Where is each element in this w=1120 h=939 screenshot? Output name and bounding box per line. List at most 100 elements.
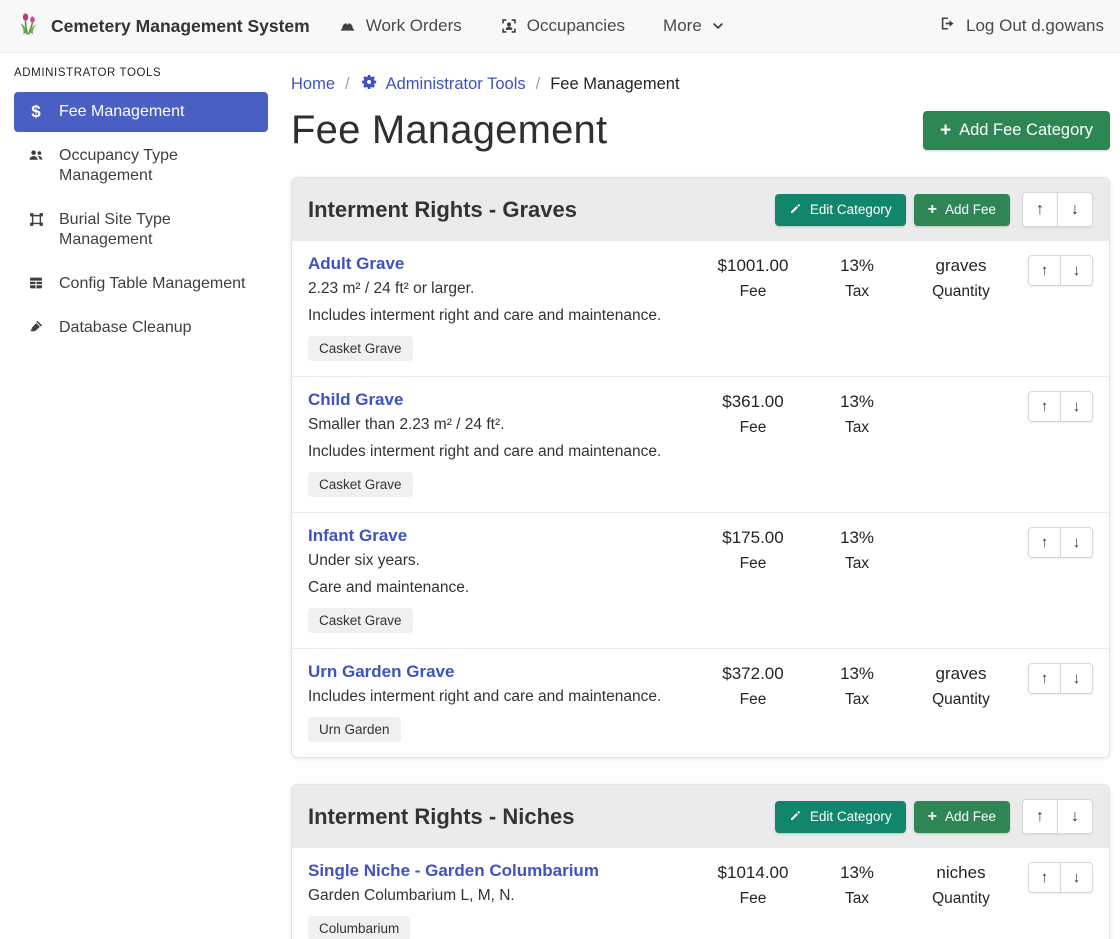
fee-amount-label: Fee bbox=[699, 555, 807, 573]
add-fee-category-button[interactable]: + Add Fee Category bbox=[923, 111, 1110, 150]
add-fee-label: Add Fee bbox=[945, 202, 996, 217]
hard-hat-icon bbox=[338, 18, 357, 35]
fee-type-badge: Casket Grave bbox=[308, 472, 413, 497]
pencil-icon bbox=[789, 202, 802, 218]
breadcrumb-separator: / bbox=[345, 75, 350, 94]
fee-tax: 13% bbox=[807, 863, 907, 883]
fee-amount: $1001.00 bbox=[699, 256, 807, 276]
sidebar-item-label: Database Cleanup bbox=[59, 318, 192, 338]
move-category-down-button[interactable]: ↓ bbox=[1057, 799, 1093, 834]
edit-category-label: Edit Category bbox=[810, 202, 892, 217]
fee-row: Infant Grave Under six years. Care and m… bbox=[292, 513, 1109, 649]
fee-row: Child Grave Smaller than 2.23 m² / 24 ft… bbox=[292, 377, 1109, 513]
pencil-icon bbox=[789, 809, 802, 825]
users-icon bbox=[26, 147, 46, 164]
category-reorder-group: ↑ ↓ bbox=[1022, 799, 1093, 834]
category-header: Interment Rights - Niches Edit Category … bbox=[292, 785, 1109, 848]
category-card-niches: Interment Rights - Niches Edit Category … bbox=[291, 784, 1110, 939]
move-fee-up-button[interactable]: ↑ bbox=[1028, 255, 1061, 286]
move-fee-up-button[interactable]: ↑ bbox=[1028, 663, 1061, 694]
fee-subtitle: 2.23 m² / 24 ft² or larger. bbox=[308, 280, 699, 298]
fee-quantity: niches bbox=[907, 863, 1015, 883]
breadcrumb-admin-tools-label: Administrator Tools bbox=[386, 75, 526, 94]
fee-tax: 13% bbox=[807, 256, 907, 276]
edit-category-button[interactable]: Edit Category bbox=[775, 801, 906, 833]
fee-amount-col: $1001.00 Fee bbox=[699, 254, 807, 301]
chevron-down-icon bbox=[711, 20, 725, 32]
fee-amount-col: $175.00 Fee bbox=[699, 526, 807, 573]
fee-reorder-group: ↑ ↓ bbox=[1019, 254, 1093, 286]
fee-type-badge: Casket Grave bbox=[308, 336, 413, 361]
move-category-up-button[interactable]: ↑ bbox=[1022, 192, 1058, 227]
fee-name-link[interactable]: Single Niche - Garden Columbarium bbox=[308, 861, 599, 881]
move-fee-down-button[interactable]: ↓ bbox=[1060, 862, 1093, 893]
fee-name-link[interactable]: Infant Grave bbox=[308, 526, 407, 546]
fee-amount: $1014.00 bbox=[699, 863, 807, 883]
fee-quantity: graves bbox=[907, 256, 1015, 276]
sidebar-item-config-table-management[interactable]: Config Table Management bbox=[14, 264, 268, 304]
fee-name-link[interactable]: Urn Garden Grave bbox=[308, 662, 454, 682]
category-reorder-group: ↑ ↓ bbox=[1022, 192, 1093, 227]
sidebar-item-occupancy-type-management[interactable]: Occupancy Type Management bbox=[14, 136, 268, 196]
fee-amount: $175.00 bbox=[699, 528, 807, 548]
fee-amount-col: $361.00 Fee bbox=[699, 390, 807, 437]
fee-tax-col: 13% Tax bbox=[807, 662, 907, 709]
nav-occupancies[interactable]: Occupancies bbox=[500, 16, 625, 36]
fee-tax-col: 13% Tax bbox=[807, 390, 907, 437]
sidebar-item-fee-management[interactable]: $ Fee Management bbox=[14, 92, 268, 132]
fee-reorder-group: ↑ ↓ bbox=[1019, 662, 1093, 694]
fee-amount-label: Fee bbox=[699, 890, 807, 908]
occupancy-frame-icon bbox=[500, 17, 518, 35]
fee-name-link[interactable]: Child Grave bbox=[308, 390, 403, 410]
fee-description: Includes interment right and care and ma… bbox=[308, 688, 699, 706]
move-fee-down-button[interactable]: ↓ bbox=[1060, 391, 1093, 422]
sidebar-item-database-cleanup[interactable]: Database Cleanup bbox=[14, 308, 268, 348]
fee-reorder-group: ↑ ↓ bbox=[1019, 526, 1093, 558]
logout-button[interactable]: Log Out d.gowans bbox=[938, 15, 1104, 37]
fee-type-badge: Urn Garden bbox=[308, 717, 401, 742]
fee-type-badge: Casket Grave bbox=[308, 608, 413, 633]
edit-category-button[interactable]: Edit Category bbox=[775, 194, 906, 226]
plus-icon: + bbox=[928, 809, 937, 825]
nav-work-orders[interactable]: Work Orders bbox=[338, 16, 462, 36]
fee-tax-label: Tax bbox=[807, 890, 907, 908]
nav-work-orders-label: Work Orders bbox=[366, 16, 462, 36]
add-fee-button[interactable]: + Add Fee bbox=[914, 801, 1010, 833]
fee-description: Includes interment right and care and ma… bbox=[308, 307, 699, 325]
app-brand[interactable]: Cemetery Management System bbox=[16, 10, 310, 43]
plus-icon: + bbox=[940, 121, 951, 140]
breadcrumb-admin-tools-link[interactable]: Administrator Tools bbox=[360, 73, 526, 96]
fee-quantity-col bbox=[907, 390, 1015, 399]
table-icon bbox=[26, 275, 46, 291]
category-title: Interment Rights - Graves bbox=[308, 197, 577, 223]
edit-category-label: Edit Category bbox=[810, 809, 892, 824]
category-title: Interment Rights - Niches bbox=[308, 804, 574, 830]
move-fee-up-button[interactable]: ↑ bbox=[1028, 391, 1061, 422]
move-fee-down-button[interactable]: ↓ bbox=[1060, 527, 1093, 558]
fee-tax: 13% bbox=[807, 528, 907, 548]
fee-quantity-col: graves Quantity bbox=[907, 254, 1015, 301]
fee-description: Includes interment right and care and ma… bbox=[308, 443, 699, 461]
category-card-graves: Interment Rights - Graves Edit Category … bbox=[291, 177, 1110, 758]
fee-subtitle: Under six years. bbox=[308, 552, 699, 570]
breadcrumb-home-link[interactable]: Home bbox=[291, 75, 335, 94]
fee-quantity-col: niches Quantity bbox=[907, 861, 1015, 908]
breadcrumb-current: Fee Management bbox=[550, 75, 679, 94]
move-category-up-button[interactable]: ↑ bbox=[1022, 799, 1058, 834]
move-category-down-button[interactable]: ↓ bbox=[1057, 192, 1093, 227]
sidebar-item-burial-site-type-management[interactable]: Burial Site Type Management bbox=[14, 200, 268, 260]
fee-quantity-col: graves Quantity bbox=[907, 662, 1015, 709]
add-fee-label: Add Fee bbox=[945, 809, 996, 824]
add-fee-button[interactable]: + Add Fee bbox=[914, 194, 1010, 226]
admin-tools-sidebar: ADMINISTRATOR TOOLS $ Fee Management Occ… bbox=[0, 53, 280, 352]
nav-occupancies-label: Occupancies bbox=[527, 16, 625, 36]
move-fee-down-button[interactable]: ↓ bbox=[1060, 663, 1093, 694]
move-fee-up-button[interactable]: ↑ bbox=[1028, 527, 1061, 558]
move-fee-up-button[interactable]: ↑ bbox=[1028, 862, 1061, 893]
sidebar-heading: ADMINISTRATOR TOOLS bbox=[14, 67, 268, 79]
fee-row: Single Niche - Garden Columbarium Garden… bbox=[292, 848, 1109, 939]
fee-amount: $361.00 bbox=[699, 392, 807, 412]
move-fee-down-button[interactable]: ↓ bbox=[1060, 255, 1093, 286]
fee-name-link[interactable]: Adult Grave bbox=[308, 254, 404, 274]
nav-more-dropdown[interactable]: More bbox=[663, 16, 725, 36]
